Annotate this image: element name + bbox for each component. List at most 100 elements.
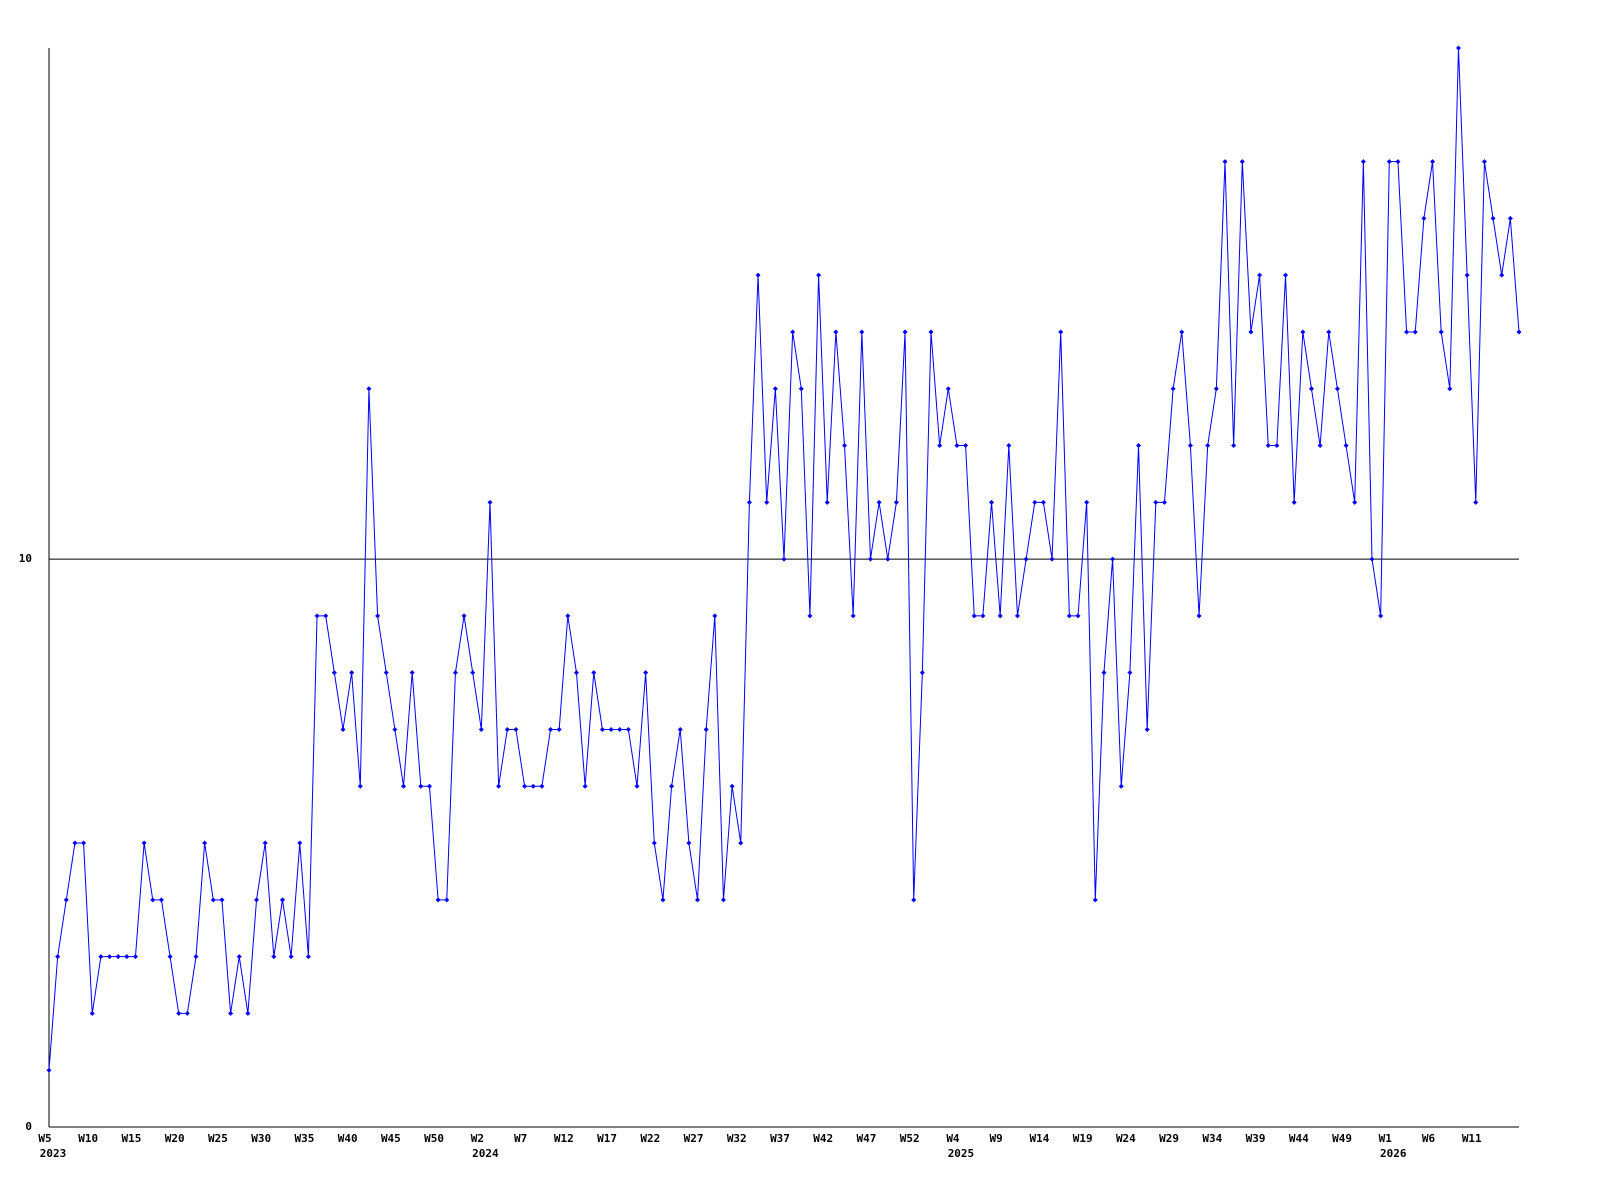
point (937, 443, 943, 449)
point (89, 1010, 95, 1016)
x-tick-label: W22 (640, 1132, 660, 1145)
point (919, 670, 925, 676)
point (1257, 272, 1263, 278)
point (833, 329, 839, 335)
point (513, 726, 519, 732)
point (1395, 159, 1401, 165)
point (859, 329, 865, 335)
point (452, 670, 458, 676)
point (522, 783, 528, 789)
x-tick-label: W15 (122, 1132, 142, 1145)
point (1283, 272, 1289, 278)
point (902, 329, 908, 335)
point (1231, 443, 1237, 449)
point (383, 670, 389, 676)
point (1127, 670, 1133, 676)
point (1092, 897, 1098, 903)
point (677, 726, 683, 732)
x-tick-label: W50 (424, 1132, 444, 1145)
point (660, 897, 666, 903)
point (1300, 329, 1306, 335)
y-tick-label: 10 (19, 552, 32, 565)
point (63, 897, 69, 903)
point (608, 726, 614, 732)
point (1360, 159, 1366, 165)
point (1386, 159, 1392, 165)
x-tick-label: W12 (554, 1132, 574, 1145)
point (669, 783, 675, 789)
point (184, 1010, 190, 1016)
point (1006, 443, 1012, 449)
point (1343, 443, 1349, 449)
point (625, 726, 631, 732)
point (539, 783, 545, 789)
point (55, 954, 61, 960)
point (1066, 613, 1072, 619)
point (314, 613, 320, 619)
x-tick-label: W4 (946, 1132, 960, 1145)
point (686, 840, 692, 846)
point (816, 272, 822, 278)
point (997, 613, 1003, 619)
point (1014, 613, 1020, 619)
year-label: 2024 (472, 1147, 499, 1160)
point (1179, 329, 1185, 335)
point (167, 954, 173, 960)
point (1274, 443, 1280, 449)
point (461, 613, 467, 619)
point (279, 897, 285, 903)
point (1421, 215, 1427, 221)
point (1404, 329, 1410, 335)
x-tick-label: W24 (1116, 1132, 1136, 1145)
point (867, 556, 873, 562)
x-tick-label: W1 (1379, 1132, 1393, 1145)
x-tick-label: W17 (597, 1132, 617, 1145)
point (1378, 613, 1384, 619)
point (980, 613, 986, 619)
point (435, 897, 441, 903)
point (392, 726, 398, 732)
year-label: 2023 (40, 1147, 67, 1160)
x-tick-label: W20 (165, 1132, 185, 1145)
point (1239, 159, 1245, 165)
point (928, 329, 934, 335)
point (245, 1010, 251, 1016)
point (591, 670, 597, 676)
point (124, 954, 130, 960)
point (1481, 159, 1487, 165)
point (963, 443, 969, 449)
point (807, 613, 813, 619)
point (971, 613, 977, 619)
point (357, 783, 363, 789)
point (271, 954, 277, 960)
x-tick-label: W30 (251, 1132, 271, 1145)
point (893, 499, 899, 505)
x-tick-label: W14 (1029, 1132, 1049, 1145)
point (1352, 499, 1358, 505)
point (885, 556, 891, 562)
point (478, 726, 484, 732)
x-tick-label: W52 (900, 1132, 920, 1145)
point (746, 499, 752, 505)
point (1317, 443, 1323, 449)
point (470, 670, 476, 676)
x-tick-label: W39 (1246, 1132, 1266, 1145)
point (876, 499, 882, 505)
point (132, 954, 138, 960)
point (176, 1010, 182, 1016)
point (1049, 556, 1055, 562)
point (297, 840, 303, 846)
point (1110, 556, 1116, 562)
point (1412, 329, 1418, 335)
point (599, 726, 605, 732)
point (141, 840, 147, 846)
point (158, 897, 164, 903)
point (323, 613, 329, 619)
x-tick-label: W49 (1332, 1132, 1352, 1145)
point (651, 840, 657, 846)
point (1455, 45, 1461, 51)
point (1075, 613, 1081, 619)
point (288, 954, 294, 960)
point (210, 897, 216, 903)
